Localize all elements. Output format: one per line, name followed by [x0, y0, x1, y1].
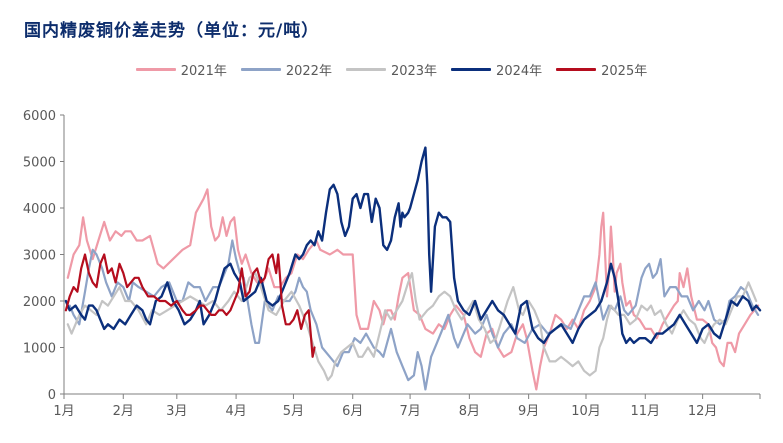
- y-tick-label: 0: [48, 388, 56, 403]
- series-line-2025年: [64, 253, 316, 358]
- legend: 2021年 2022年 2023年 2024年 2025年: [0, 60, 783, 79]
- legend-label: 2025年: [601, 64, 648, 79]
- y-tick-label: 6000: [23, 109, 56, 124]
- legend-swatch: [240, 68, 281, 71]
- x-tick-label: 10月: [571, 404, 601, 419]
- legend-item: 2024年: [451, 60, 542, 79]
- x-tick-label: 3月: [166, 404, 187, 419]
- x-tick-label: 1月: [53, 404, 74, 419]
- legend-item: 2021年: [135, 60, 227, 79]
- series-layer: [64, 146, 762, 391]
- legend-label: 2024年: [496, 64, 543, 79]
- x-tick-label: 7月: [399, 404, 420, 419]
- x-tick-label: 6月: [342, 404, 363, 419]
- y-tick-label: 5000: [23, 156, 56, 171]
- x-tick-label: 4月: [225, 404, 246, 419]
- series-line-2023年: [66, 272, 758, 382]
- axes: 0 1000 2000 3000 4000 5000 6000 1月 2月 3月 4月 5月 6月 7月 8…: [23, 109, 761, 419]
- y-tick-label: 4000: [23, 202, 56, 217]
- series-line-2021年: [66, 188, 760, 391]
- series-line-2024年: [64, 146, 762, 345]
- legend-item: 2022年: [240, 60, 332, 79]
- legend-swatch: [345, 68, 386, 71]
- y-tick-label: 1000: [23, 342, 56, 357]
- legend-item: 2025年: [556, 60, 647, 79]
- legend-label: 2023年: [390, 64, 438, 79]
- x-tick-label: 12月: [688, 404, 718, 419]
- x-tick-label: 8月: [459, 404, 480, 419]
- legend-swatch: [451, 68, 492, 71]
- legend-item: 2023年: [345, 60, 438, 79]
- legend-label: 2021年: [180, 64, 227, 79]
- x-tick-label: 11月: [631, 404, 661, 419]
- x-tick-label: 5月: [283, 404, 304, 419]
- x-tick-label: 2月: [113, 404, 134, 419]
- series-line-2022年: [68, 239, 760, 391]
- legend-label: 2022年: [285, 64, 332, 79]
- x-tick-label: 9月: [518, 404, 539, 419]
- legend-swatch: [556, 68, 597, 71]
- y-tick-label: 3000: [23, 249, 56, 264]
- legend-swatch: [135, 68, 176, 71]
- y-tick-label: 2000: [23, 295, 56, 310]
- chart-title: 国内精废铜价差走势（单位：元/吨）: [24, 21, 320, 41]
